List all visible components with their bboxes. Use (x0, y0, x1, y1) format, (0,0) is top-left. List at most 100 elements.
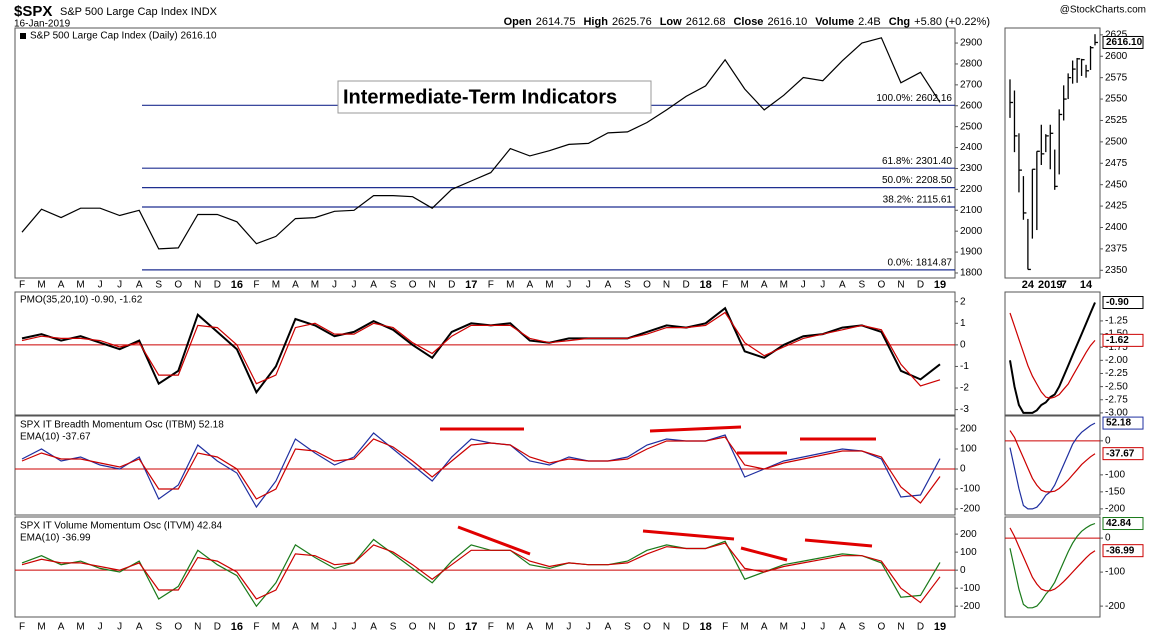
x-tick-label: S (624, 280, 631, 291)
y-tick-label: 2 (960, 296, 966, 307)
plot-area: 1800190020002100220023002400250026002700… (15, 29, 1144, 633)
y-tick-label: -1.75 (1105, 342, 1128, 353)
quote-value: 2612.68 (686, 16, 726, 28)
x-tick-label: A (136, 622, 143, 633)
x-tick-label: J (801, 280, 806, 291)
value-marker-label: 42.84 (1106, 518, 1131, 529)
y-tick-label: 0 (960, 464, 966, 475)
x-tick-label: F (253, 280, 259, 291)
y-tick-label: 0 (1105, 435, 1111, 446)
value-marker (1102, 296, 1144, 310)
series-line (1009, 422, 1096, 510)
series-line (21, 311, 941, 387)
x-tick-label: F (722, 622, 728, 633)
quote: Open 2614.75 High 2625.76 Low 2612.68 Close 261… (504, 16, 990, 28)
y-tick-label: -100 (1105, 469, 1125, 480)
x-tick-label: O (174, 622, 182, 633)
quote-value: +5.80 (+0.22%) (914, 16, 990, 28)
x-tick-label: F (722, 280, 728, 291)
date: 16-Jan-2019 (14, 19, 71, 30)
y-tick-label: 2450 (1105, 179, 1128, 190)
x-tick-label: J (117, 622, 122, 633)
x-tick-label: D (682, 280, 689, 291)
quote-label: Volume (815, 16, 854, 28)
title-box (337, 80, 652, 114)
x-tick-label: J (820, 280, 825, 291)
x-tick-label: J (332, 280, 337, 291)
value-marker-label: -36.99 (1106, 545, 1135, 556)
x-tick-label: 2019 (1038, 279, 1062, 291)
x-tick-label: N (663, 622, 670, 633)
x-tick-label: M (76, 280, 84, 291)
y-tick-label: -1.25 (1105, 316, 1128, 327)
value-marker (1102, 333, 1144, 347)
y-tick-label: -200 (1105, 601, 1125, 612)
x-tick-label: F (488, 280, 494, 291)
x-tick-label: M (272, 280, 280, 291)
panel-frame (14, 291, 956, 416)
legend-entry: EMA(10) -37.67 (20, 432, 91, 443)
x-tick-label: A (370, 622, 377, 633)
y-tick-label: -2.25 (1105, 368, 1128, 379)
x-tick-label: 24 (1022, 279, 1035, 291)
quote-label: Low (660, 16, 682, 28)
y-tick-label: 0 (1105, 533, 1111, 544)
legend-swatch (20, 33, 26, 39)
panel-frames (14, 27, 1101, 618)
x-tick-label: A (292, 280, 299, 291)
trend-line (740, 546, 788, 562)
x-tick-label: O (409, 280, 417, 291)
y-tick-label: -200 (960, 601, 980, 612)
chart-title: Intermediate-Term Indicators (343, 86, 617, 108)
y-tick-label: 1 (960, 318, 966, 329)
y-tick-label: 100 (960, 444, 977, 455)
x-tick-label: O (409, 622, 417, 633)
x-tick-label: S (155, 622, 162, 633)
y-tick-label: 200 (960, 424, 977, 435)
y-tick-label: -2.00 (1105, 355, 1128, 366)
x-tick-label: A (292, 622, 299, 633)
panel-frame (1004, 516, 1101, 618)
y-tick-label: 2350 (1105, 265, 1128, 276)
x-tick-label: J (566, 622, 571, 633)
x-tick-label: M (741, 280, 749, 291)
y-tick-label: 2800 (960, 59, 983, 70)
x-tick-label: A (605, 280, 612, 291)
x-tick-label: D (214, 622, 221, 633)
x-tick-label: M (37, 280, 45, 291)
x-tick-label: J (117, 280, 122, 291)
x-tick-label: A (58, 622, 65, 633)
x-tick-label: M (37, 622, 45, 633)
series-line (21, 306, 941, 395)
y-tick-label: 2100 (960, 205, 983, 216)
x-tick-label: A (839, 280, 846, 291)
legend-entry: EMA(10) -36.99 (20, 533, 91, 544)
y-tick-label: 2475 (1105, 158, 1128, 169)
x-tick-label: J (820, 622, 825, 633)
x-tick-label: S (624, 622, 631, 633)
x-tick-label: D (917, 280, 924, 291)
x-tick-label: A (605, 622, 612, 633)
x-tick-label: M (545, 280, 553, 291)
x-tick-label: A (526, 622, 533, 633)
x-tick-label: J (586, 622, 591, 633)
value-marker (1102, 35, 1144, 49)
y-tick-label: 2525 (1105, 115, 1128, 126)
trend-line (649, 425, 742, 433)
y-tick-label: 2550 (1105, 94, 1128, 105)
x-tick-label: 18 (699, 621, 711, 633)
x-tick-label: 7 (1061, 279, 1067, 291)
x-tick-label: M (311, 280, 319, 291)
x-tick-label: D (682, 622, 689, 633)
x-tick-label: F (253, 622, 259, 633)
x-tick-label: J (98, 622, 103, 633)
x-tick-label: A (761, 280, 768, 291)
x-tick-label: F (19, 622, 25, 633)
value-marker (1102, 416, 1144, 430)
x-tick-label: N (194, 280, 201, 291)
quote-label: Close (733, 16, 763, 28)
y-tick-label: -3.00 (1105, 408, 1128, 419)
y-tick-label: 2500 (1105, 137, 1128, 148)
x-tick-label: 14 (1080, 279, 1093, 291)
y-tick-label: -3 (960, 404, 969, 415)
